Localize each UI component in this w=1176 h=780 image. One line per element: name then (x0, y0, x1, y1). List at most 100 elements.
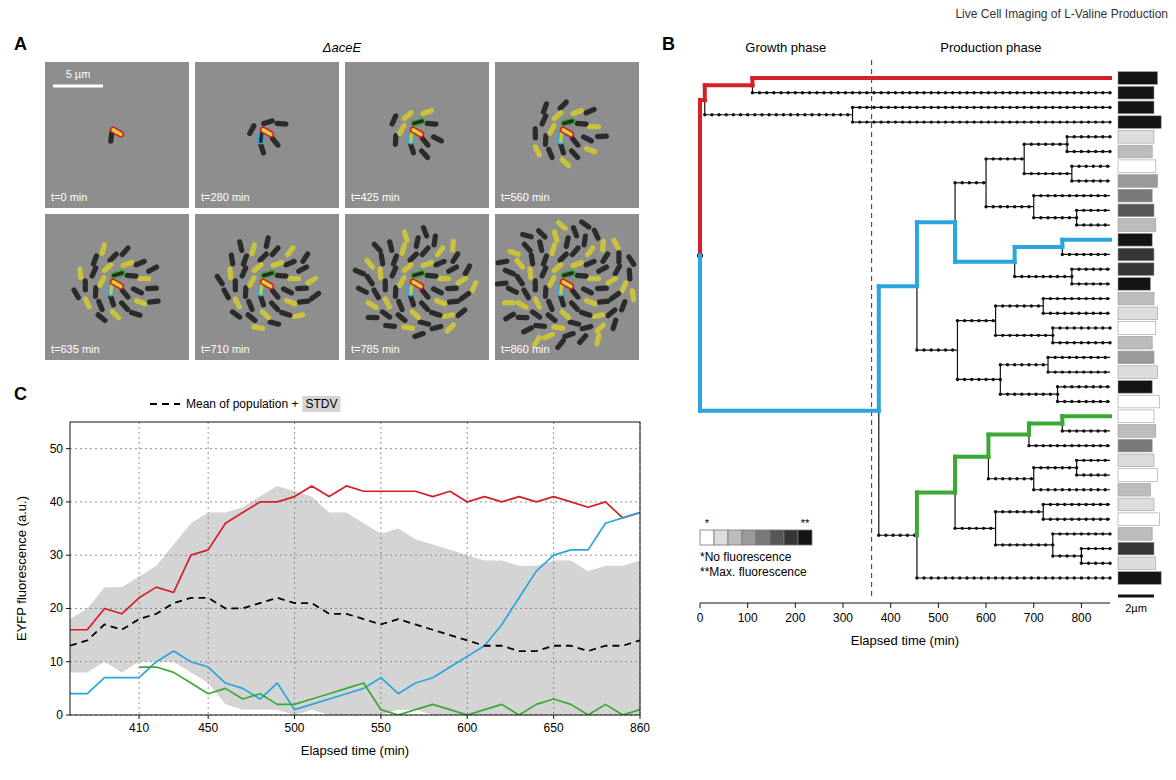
frame-dot (1065, 120, 1068, 123)
frame-dot (994, 120, 997, 123)
cell (540, 253, 550, 268)
x-tick (890, 603, 891, 608)
frame-dot (1044, 543, 1047, 546)
frame-dot (956, 378, 959, 381)
frame-dot (1096, 209, 1099, 212)
frame-dot (951, 576, 954, 579)
x-tick (1033, 603, 1034, 608)
frame-dot (825, 113, 828, 116)
frame-dot (1061, 194, 1064, 197)
cell (233, 278, 238, 292)
frame-dot (884, 534, 887, 537)
cell (569, 244, 582, 258)
frame-dot (1058, 532, 1061, 535)
frame-dot (1099, 444, 1102, 447)
frame-dot (984, 319, 987, 322)
frame-dot (1106, 517, 1109, 520)
frame-dot (937, 91, 940, 94)
y-tick-label: 30 (50, 548, 64, 562)
cell (274, 272, 288, 278)
frame-dot (1089, 370, 1092, 373)
cell (625, 253, 637, 268)
frame-dot (1046, 488, 1049, 491)
x-tick-label: 550 (371, 721, 391, 735)
frame-dot (1101, 547, 1104, 550)
cell (446, 298, 461, 305)
cell (559, 156, 573, 169)
frame-dot (1108, 576, 1111, 579)
cell (433, 297, 448, 307)
frame-dot (1039, 194, 1042, 197)
scale-box (700, 530, 714, 545)
frame-dot (1039, 466, 1042, 469)
frame-dot (815, 91, 818, 94)
highlight-branch (700, 409, 879, 413)
y-tick (66, 555, 70, 556)
frame-dot (1065, 532, 1068, 535)
cell (77, 266, 83, 280)
frame-label: t=785 min (351, 343, 400, 355)
frame-dot (1106, 165, 1109, 168)
x-tick-label: 500 (928, 611, 948, 625)
cell (556, 98, 570, 112)
frame-dot (1094, 150, 1097, 153)
frame-dot (980, 106, 983, 109)
cell (618, 298, 628, 313)
frame-dot (1032, 466, 1035, 469)
frame-dot (1075, 194, 1078, 197)
frame-dot (1053, 216, 1056, 219)
cell (409, 308, 423, 321)
frame-dot (894, 91, 897, 94)
division (995, 512, 996, 545)
frame-dot (851, 106, 854, 109)
cell (515, 299, 530, 311)
frame-dot (1106, 312, 1109, 315)
frame-dot (1104, 370, 1107, 373)
frame-dot (987, 91, 990, 94)
y-tick-label: 10 (50, 655, 64, 669)
frame-dot (1051, 120, 1054, 123)
frame-dot (1044, 91, 1047, 94)
frame-dot (972, 91, 975, 94)
x-tick-label: 0 (697, 611, 704, 625)
cell-bar (1118, 322, 1156, 335)
cell (237, 239, 245, 254)
highlight-division (953, 222, 957, 262)
frame-dot (1030, 91, 1033, 94)
cell (365, 299, 380, 311)
cell (594, 332, 602, 347)
frame-dot (801, 91, 804, 94)
frame-dot (999, 157, 1002, 160)
plot-lines (70, 486, 640, 715)
frame-dot (1092, 267, 1095, 270)
frame-dot (1015, 510, 1018, 513)
frame-dot (1049, 392, 1052, 395)
frame-dot (1073, 326, 1076, 329)
frame-dot (1092, 385, 1095, 388)
cell (413, 235, 421, 250)
frame-dot (1008, 120, 1011, 123)
frame-dot (1065, 91, 1068, 94)
division (704, 85, 705, 114)
frame-dot (994, 106, 997, 109)
y-grid (70, 501, 640, 502)
frame-dot (915, 576, 918, 579)
cell (401, 261, 415, 274)
cell (507, 248, 522, 257)
cell (449, 250, 461, 265)
frame-dot (837, 91, 840, 94)
scale-note: **Max. fluorescence (700, 565, 807, 579)
cell (99, 242, 108, 257)
frame-dot (1077, 282, 1080, 285)
y-grid (70, 448, 640, 449)
frame-dot (1015, 334, 1018, 337)
cell (454, 306, 468, 319)
cell-bar (1118, 219, 1156, 232)
cell (146, 298, 161, 305)
cell (145, 264, 160, 275)
frame-dot (1006, 392, 1009, 395)
cell (593, 321, 607, 334)
frame-dot (822, 91, 825, 94)
frame-dot (970, 319, 973, 322)
frame-dot (1037, 172, 1040, 175)
